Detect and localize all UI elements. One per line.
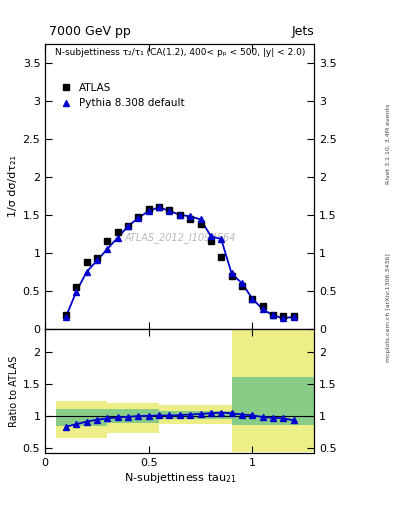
Pythia 8.308 default (178, 212, 182, 218)
Pythia 8.308 default (229, 270, 234, 276)
Pythia 8.308 default (115, 234, 120, 241)
ATLAS (240, 283, 244, 289)
Pythia 8.308 default (281, 315, 286, 322)
Pythia 8.308 default (146, 208, 151, 214)
Pythia 8.308 default (240, 280, 244, 286)
ATLAS (136, 214, 141, 220)
ATLAS (229, 272, 234, 279)
ATLAS (157, 204, 162, 210)
Text: N-subjettiness τ₂/τ₁ (CA(1.2), 400< pₚ < 500, |y| < 2.0): N-subjettiness τ₂/τ₁ (CA(1.2), 400< pₚ <… (55, 48, 305, 57)
Pythia 8.308 default (291, 314, 296, 320)
ATLAS (271, 311, 275, 317)
Pythia 8.308 default (136, 215, 141, 221)
Pythia 8.308 default (271, 312, 275, 318)
X-axis label: N-subjettiness tau$_{21}$: N-subjettiness tau$_{21}$ (123, 471, 236, 485)
ATLAS (64, 311, 68, 317)
ATLAS (167, 207, 172, 214)
ATLAS (178, 212, 182, 218)
ATLAS (250, 295, 255, 302)
Pythia 8.308 default (219, 236, 224, 242)
Pythia 8.308 default (209, 233, 213, 239)
Pythia 8.308 default (95, 258, 99, 264)
Text: Jets: Jets (292, 26, 314, 38)
Line: ATLAS: ATLAS (63, 204, 297, 319)
ATLAS (291, 313, 296, 319)
ATLAS (188, 216, 193, 222)
Pythia 8.308 default (84, 269, 89, 275)
Pythia 8.308 default (126, 223, 130, 229)
ATLAS (95, 255, 99, 261)
Pythia 8.308 default (64, 314, 68, 320)
ATLAS (115, 228, 120, 234)
Y-axis label: Ratio to ATLAS: Ratio to ATLAS (9, 355, 18, 426)
ATLAS (198, 221, 203, 227)
Y-axis label: 1/σ dσ/dτ₂₁: 1/σ dσ/dτ₂₁ (8, 155, 18, 217)
ATLAS (281, 313, 286, 319)
Pythia 8.308 default (188, 214, 193, 220)
Text: ATLAS_2012_I1094564: ATLAS_2012_I1094564 (124, 232, 235, 243)
ATLAS (209, 239, 213, 245)
Pythia 8.308 default (250, 295, 255, 302)
Legend: ATLAS, Pythia 8.308 default: ATLAS, Pythia 8.308 default (59, 83, 185, 108)
Line: Pythia 8.308 default: Pythia 8.308 default (63, 204, 297, 322)
ATLAS (219, 253, 224, 260)
Pythia 8.308 default (157, 204, 162, 210)
Text: mcplots.cern.ch [arXiv:1306.3436]: mcplots.cern.ch [arXiv:1306.3436] (386, 253, 391, 361)
Pythia 8.308 default (260, 306, 265, 312)
ATLAS (105, 239, 110, 245)
Pythia 8.308 default (198, 216, 203, 222)
ATLAS (84, 259, 89, 265)
ATLAS (126, 223, 130, 229)
ATLAS (146, 206, 151, 212)
Pythia 8.308 default (74, 289, 79, 295)
Text: 7000 GeV pp: 7000 GeV pp (49, 26, 131, 38)
Text: Rivet 3.1.10, 3.4M events: Rivet 3.1.10, 3.4M events (386, 103, 391, 183)
ATLAS (74, 284, 79, 290)
Pythia 8.308 default (167, 208, 172, 214)
ATLAS (260, 303, 265, 309)
Pythia 8.308 default (105, 246, 110, 252)
